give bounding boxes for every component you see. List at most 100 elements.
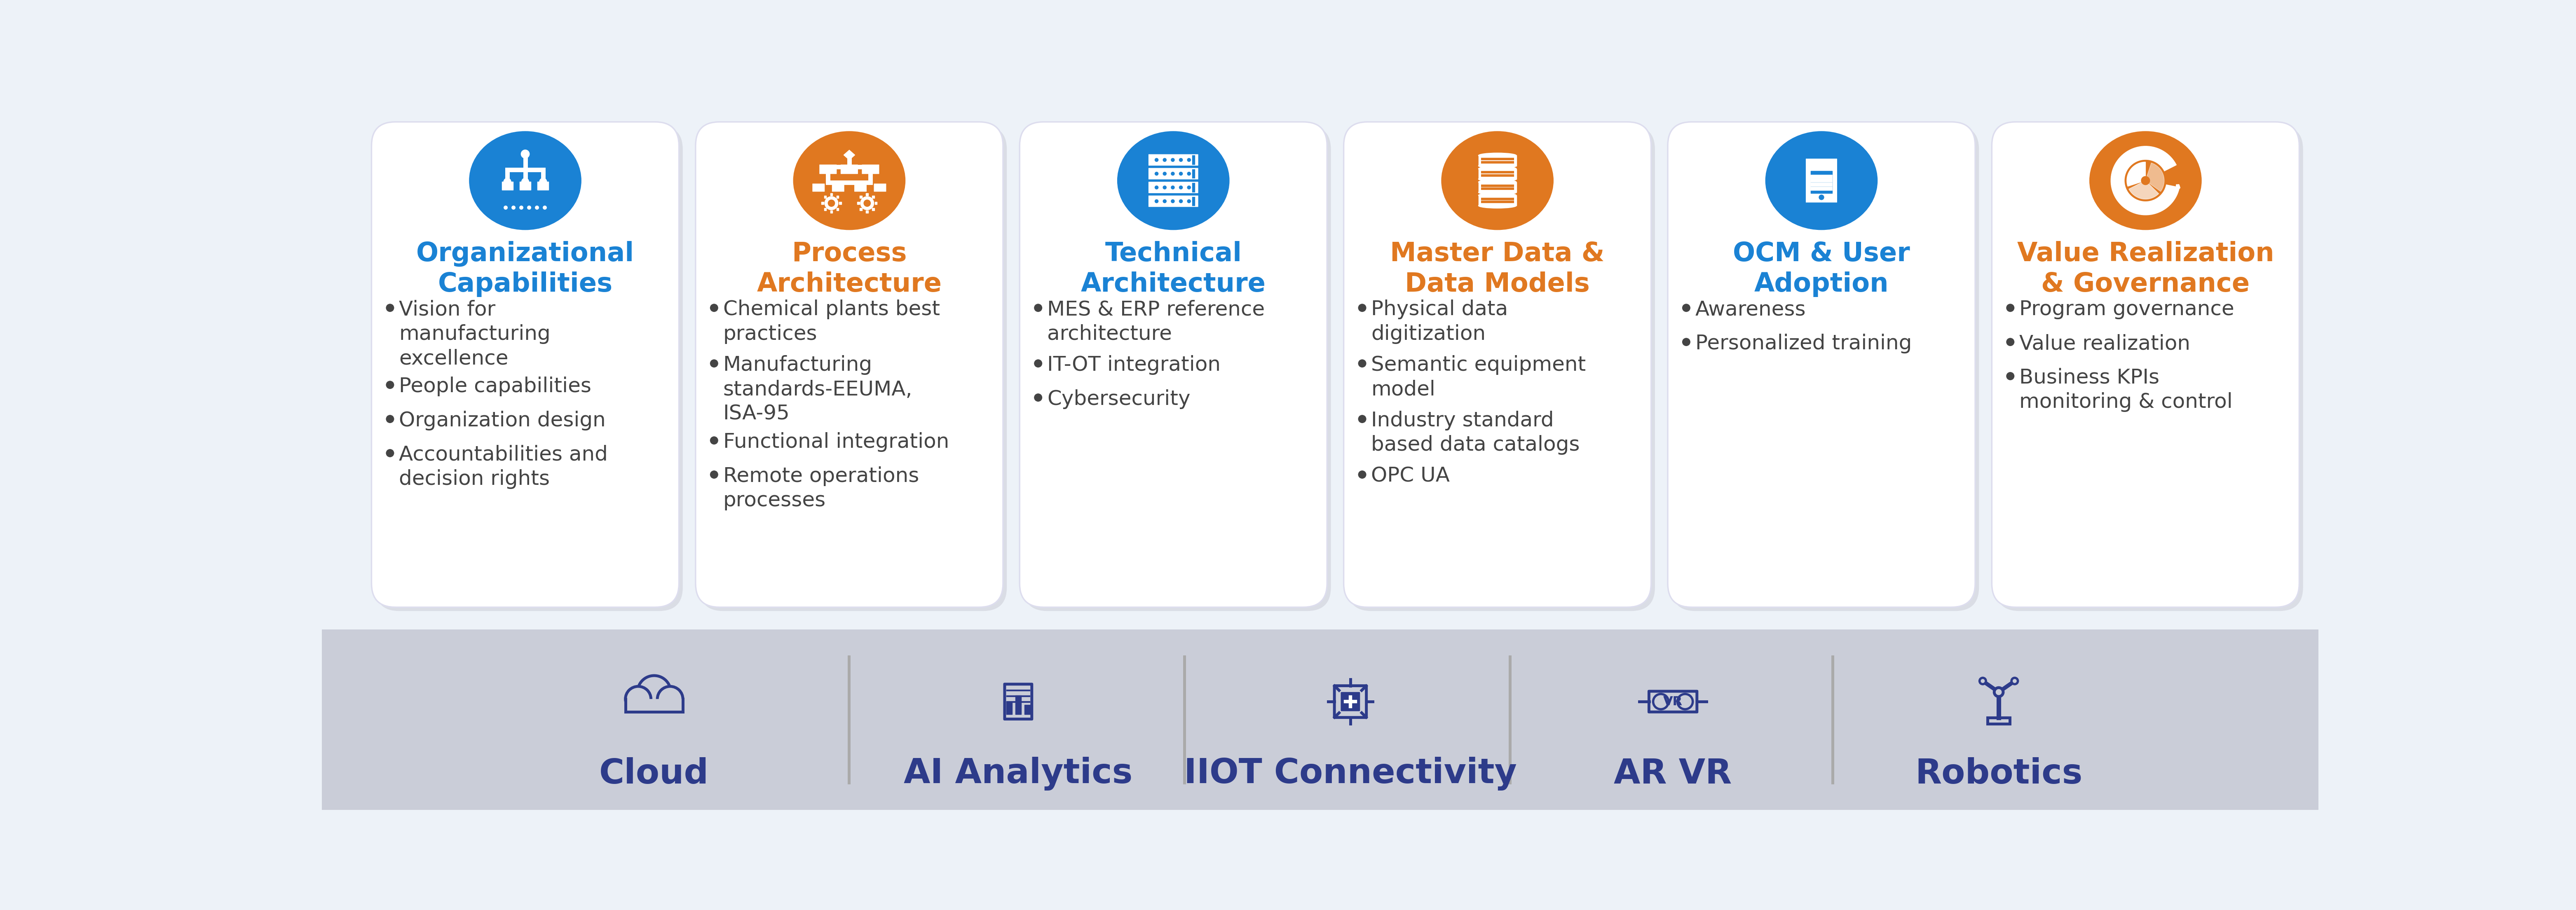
Circle shape <box>1036 394 1041 401</box>
FancyBboxPatch shape <box>1672 126 1978 611</box>
FancyBboxPatch shape <box>873 184 886 191</box>
Ellipse shape <box>2089 131 2202 229</box>
Circle shape <box>1358 470 1365 479</box>
Circle shape <box>1172 186 1175 189</box>
Circle shape <box>860 197 873 210</box>
Text: Accountabilities and
decision rights: Accountabilities and decision rights <box>399 445 608 489</box>
Polygon shape <box>2146 163 2164 191</box>
FancyBboxPatch shape <box>840 165 858 174</box>
Circle shape <box>386 415 394 423</box>
Circle shape <box>528 206 531 209</box>
Circle shape <box>536 206 538 209</box>
Text: OPC UA: OPC UA <box>1370 466 1450 486</box>
Ellipse shape <box>1479 179 1517 185</box>
Text: Chemical plants best
practices: Chemical plants best practices <box>724 299 940 344</box>
Circle shape <box>1162 158 1167 162</box>
Circle shape <box>657 686 683 712</box>
Text: Vision for
manufacturing
excellence: Vision for manufacturing excellence <box>399 299 551 369</box>
Text: AI Analytics: AI Analytics <box>904 757 1133 791</box>
Circle shape <box>1180 186 1182 189</box>
Circle shape <box>386 304 394 311</box>
Bar <box>1989 717 2009 723</box>
FancyBboxPatch shape <box>1149 182 1198 193</box>
Circle shape <box>1154 172 1159 176</box>
FancyBboxPatch shape <box>1996 126 2303 611</box>
Text: Industry standard
based data catalogs: Industry standard based data catalogs <box>1370 410 1579 455</box>
Bar <box>1479 182 1517 192</box>
Circle shape <box>1358 359 1365 368</box>
FancyBboxPatch shape <box>322 630 2318 810</box>
FancyBboxPatch shape <box>1806 159 1837 202</box>
Ellipse shape <box>1479 163 1517 168</box>
FancyBboxPatch shape <box>1649 692 1698 712</box>
FancyBboxPatch shape <box>1149 155 1198 166</box>
Circle shape <box>1978 678 1986 684</box>
Text: Organization design: Organization design <box>399 410 605 430</box>
Circle shape <box>1188 199 1190 203</box>
Text: AR VR: AR VR <box>1615 757 1731 791</box>
Circle shape <box>1188 172 1190 176</box>
Circle shape <box>711 359 719 368</box>
Circle shape <box>2007 304 2014 311</box>
Circle shape <box>1358 304 1365 311</box>
Bar <box>1015 695 1020 714</box>
Circle shape <box>520 206 523 209</box>
Text: Physical data
digitization: Physical data digitization <box>1370 299 1507 344</box>
FancyBboxPatch shape <box>855 184 866 191</box>
FancyBboxPatch shape <box>1342 693 1360 711</box>
Bar <box>1025 704 1030 714</box>
Text: Manufacturing
standards-EEUMA,
ISA-95: Manufacturing standards-EEUMA, ISA-95 <box>724 355 912 424</box>
FancyBboxPatch shape <box>1345 122 1651 607</box>
FancyBboxPatch shape <box>371 122 680 607</box>
Polygon shape <box>2128 162 2146 187</box>
Circle shape <box>1172 158 1175 162</box>
Circle shape <box>513 206 515 209</box>
Bar <box>502 182 513 190</box>
Bar <box>626 699 683 712</box>
Text: VR: VR <box>1664 695 1682 708</box>
Circle shape <box>1172 172 1175 176</box>
Ellipse shape <box>469 131 582 229</box>
Polygon shape <box>2128 180 2159 199</box>
Bar <box>1007 702 1012 714</box>
FancyBboxPatch shape <box>819 165 837 174</box>
Polygon shape <box>2110 147 2179 215</box>
FancyBboxPatch shape <box>1667 122 1976 607</box>
FancyBboxPatch shape <box>701 126 1007 611</box>
Text: Cybersecurity: Cybersecurity <box>1046 389 1190 410</box>
Text: People capabilities: People capabilities <box>399 377 592 397</box>
Circle shape <box>1654 694 1669 709</box>
Bar <box>1479 196 1517 206</box>
Circle shape <box>2141 177 2151 185</box>
Circle shape <box>1172 199 1175 203</box>
Circle shape <box>1154 186 1159 189</box>
Text: Semantic equipment
model: Semantic equipment model <box>1370 355 1587 399</box>
Text: Program governance: Program governance <box>2020 299 2233 319</box>
FancyBboxPatch shape <box>1023 126 1332 611</box>
FancyBboxPatch shape <box>863 165 878 174</box>
Text: Value realization: Value realization <box>2020 334 2190 353</box>
Text: IT-OT integration: IT-OT integration <box>1046 355 1221 375</box>
Circle shape <box>386 381 394 389</box>
Circle shape <box>520 150 531 158</box>
Circle shape <box>1819 195 1824 200</box>
Text: Organizational
Capabilities: Organizational Capabilities <box>417 241 634 298</box>
Bar <box>538 182 549 190</box>
Circle shape <box>1180 158 1182 162</box>
Text: Technical
Architecture: Technical Architecture <box>1082 241 1265 297</box>
FancyBboxPatch shape <box>1149 196 1198 207</box>
Ellipse shape <box>1443 131 1553 229</box>
Ellipse shape <box>1479 193 1517 197</box>
Text: Business KPIs
monitoring & control: Business KPIs monitoring & control <box>2020 368 2233 412</box>
Circle shape <box>1188 186 1190 189</box>
Circle shape <box>636 675 670 709</box>
Circle shape <box>1682 304 1690 311</box>
Circle shape <box>1994 688 2004 696</box>
FancyBboxPatch shape <box>1334 686 1365 717</box>
FancyBboxPatch shape <box>376 126 683 611</box>
Circle shape <box>505 206 507 209</box>
Circle shape <box>1162 199 1167 203</box>
FancyBboxPatch shape <box>1020 122 1327 607</box>
Circle shape <box>1180 172 1182 176</box>
Circle shape <box>1162 186 1167 189</box>
